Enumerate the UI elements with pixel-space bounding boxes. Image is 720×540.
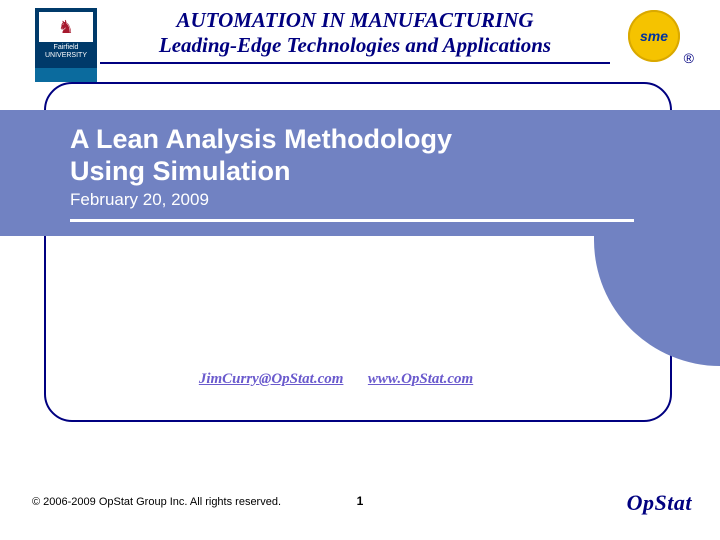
- slide-title-line2: Using Simulation: [70, 156, 630, 188]
- gear-icon: sme: [628, 10, 680, 62]
- contact-links: JimCurry@OpStat.com www.OpStat.com: [72, 370, 600, 388]
- title-band: A Lean Analysis Methodology Using Simula…: [0, 110, 720, 236]
- page-number: 1: [0, 494, 720, 508]
- header-line1: AUTOMATION IN MANUFACTURING: [110, 8, 600, 33]
- header-line2: Leading-Edge Technologies and Applicatio…: [110, 33, 600, 58]
- stag-icon: ♞: [39, 12, 93, 42]
- opstat-brand: OpStat: [627, 490, 692, 516]
- registered-mark: ®: [684, 50, 694, 66]
- fairfield-logo-text: Fairfield UNIVERSITY: [35, 44, 97, 59]
- header-divider: [100, 62, 610, 64]
- logo-left-org1: Fairfield: [35, 44, 97, 52]
- sme-logo-text: sme: [640, 28, 668, 44]
- slide-header: AUTOMATION IN MANUFACTURING Leading-Edge…: [110, 8, 600, 58]
- website-link[interactable]: www.OpStat.com: [368, 371, 473, 387]
- email-link[interactable]: JimCurry@OpStat.com: [199, 371, 344, 387]
- slide-date: February 20, 2009: [70, 190, 630, 210]
- slide-title-line1: A Lean Analysis Methodology: [70, 124, 630, 156]
- logo-left-org2: UNIVERSITY: [35, 52, 97, 60]
- title-band-divider: [70, 219, 634, 222]
- sme-logo: sme ®: [628, 10, 688, 62]
- fairfield-logo: ♞ Fairfield UNIVERSITY: [35, 8, 97, 82]
